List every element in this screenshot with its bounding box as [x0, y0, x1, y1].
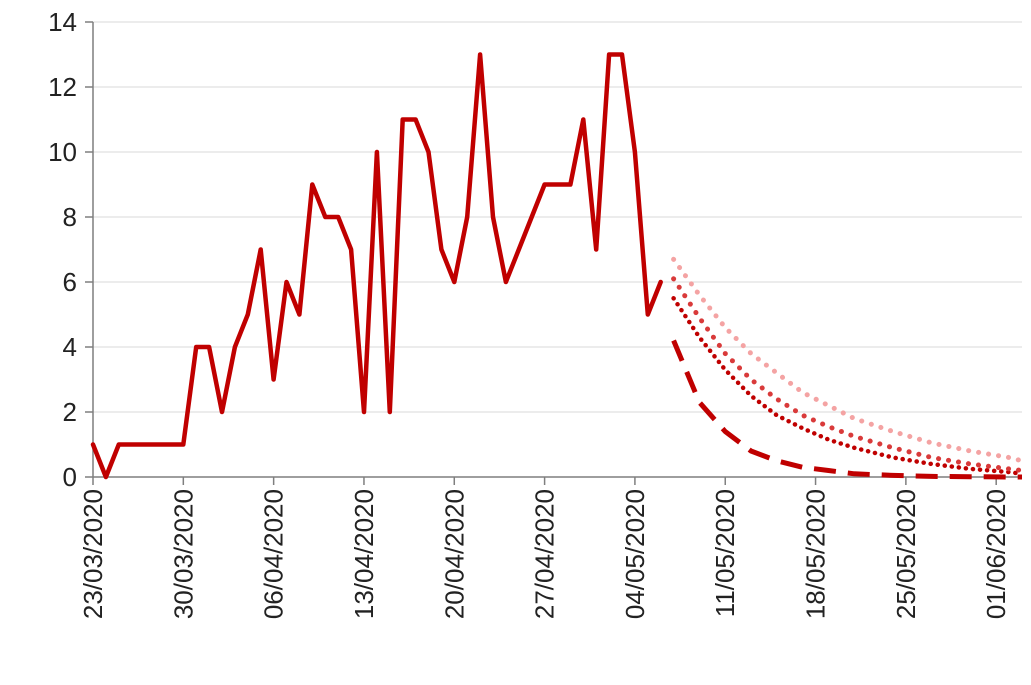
- series-line-2: [671, 296, 1025, 477]
- x-tick-label: 27/04/2020: [530, 489, 560, 619]
- gridlines: [93, 21, 1022, 413]
- series-lines: [90, 52, 1025, 480]
- series-line-1: [671, 339, 1022, 480]
- x-tick-label: 20/04/2020: [439, 489, 469, 619]
- x-tick-label: 04/05/2020: [620, 489, 650, 619]
- axes: [92, 22, 1022, 478]
- x-tick-label: 13/04/2020: [349, 489, 379, 619]
- x-tick-label: 25/05/2020: [891, 489, 921, 619]
- y-tick-label: 14: [48, 7, 77, 37]
- y-tick-label: 8: [63, 202, 77, 232]
- series-line-0: [90, 52, 663, 480]
- y-tick-label: 12: [48, 72, 77, 102]
- x-tick-label: 06/04/2020: [259, 489, 289, 619]
- x-tick-label: 11/05/2020: [710, 489, 740, 617]
- y-tick-label: 4: [63, 332, 77, 362]
- x-axis-ticks: 23/03/2020 30/03/2020 06/04/2020 13/04/2020…: [78, 477, 1011, 619]
- x-tick-label: 18/05/2020: [801, 489, 831, 619]
- y-tick-label: 0: [63, 462, 77, 492]
- x-tick-label: 30/03/2020: [168, 489, 198, 619]
- y-axis-ticks: 0 2 4 6 8 10 12 14: [48, 7, 93, 492]
- y-tick-label: 6: [63, 267, 77, 297]
- y-tick-label: 2: [63, 397, 77, 427]
- series-line-4: [671, 256, 1025, 464]
- series-line-3: [671, 276, 1025, 473]
- y-tick-label: 10: [48, 137, 77, 167]
- x-tick-label: 01/06/2020: [981, 489, 1011, 619]
- x-tick-label: 23/03/2020: [78, 489, 108, 619]
